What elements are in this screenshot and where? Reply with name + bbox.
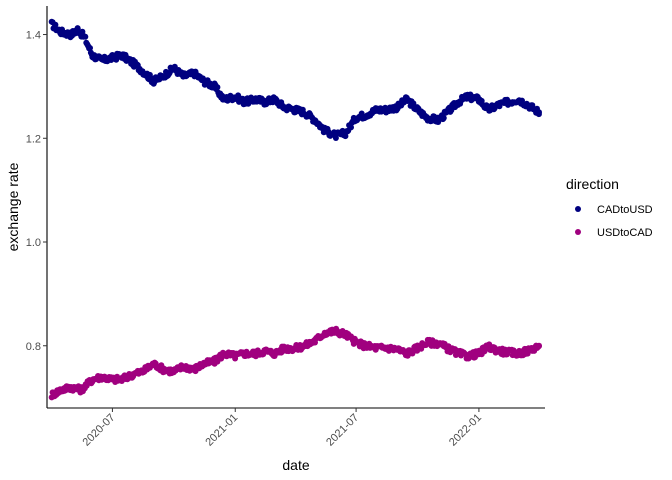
data-point [348, 124, 354, 131]
x-tick-label: 2022-01 [447, 412, 484, 449]
data-point [342, 133, 349, 140]
y-axis-title: exchange rate [5, 162, 21, 251]
series-usdtocad [48, 325, 542, 401]
y-tick-label: 0.8 [26, 341, 41, 353]
x-axis-ticks: 2020-07 2021-01 2021-07 2022-01 [81, 408, 484, 449]
data-point [410, 100, 417, 107]
data-point [79, 28, 86, 35]
data-point [440, 115, 447, 121]
legend: direction CADtoUSD USDtoCAD [566, 176, 653, 239]
data-point [87, 45, 93, 51]
data-point [82, 33, 89, 40]
y-tick-label: 1.4 [26, 30, 41, 42]
x-tick-label: 2021-01 [203, 412, 240, 449]
legend-label-cadtousd: CADtoUSD [597, 204, 653, 216]
x-tick-label: 2021-07 [324, 412, 361, 449]
series-cadtousd [48, 18, 542, 141]
series-layer [48, 18, 542, 401]
x-tick-label: 2020-07 [81, 412, 118, 449]
legend-title: direction [566, 176, 619, 192]
x-axis-title: date [282, 457, 309, 473]
data-point [214, 84, 221, 91]
y-tick-label: 1.2 [26, 133, 41, 145]
plot-area: 0.8 1.0 1.2 1.4 2020-07 2021-01 2021-07 2022-0… [26, 6, 545, 449]
y-axis-ticks: 0.8 1.0 1.2 1.4 [26, 30, 47, 353]
legend-label-usdtocad: USDtoCAD [597, 227, 653, 239]
legend-marker-usdtocad [575, 229, 581, 235]
legend-marker-cadtousd [575, 206, 581, 212]
data-point [52, 21, 59, 28]
data-point [536, 109, 542, 116]
data-point [536, 342, 542, 349]
y-tick-label: 1.0 [26, 237, 41, 249]
